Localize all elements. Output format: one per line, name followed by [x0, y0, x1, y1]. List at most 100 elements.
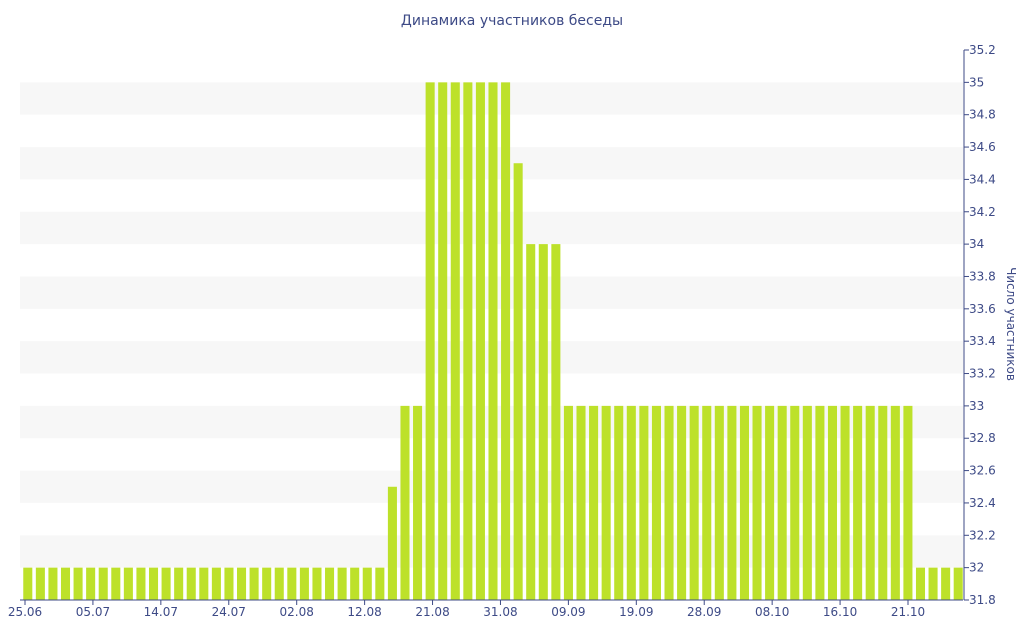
- bar[interactable]: [765, 405, 775, 600]
- bar[interactable]: [123, 567, 133, 600]
- y-tick-label: 34.6: [969, 140, 996, 154]
- chart-title: Динамика участников беседы: [400, 13, 624, 29]
- bar[interactable]: [362, 567, 372, 600]
- bar[interactable]: [488, 82, 498, 600]
- bar[interactable]: [224, 567, 234, 600]
- bars: [23, 82, 963, 600]
- bar[interactable]: [86, 567, 96, 600]
- bar[interactable]: [626, 405, 636, 600]
- bar[interactable]: [199, 567, 209, 600]
- bar[interactable]: [287, 567, 297, 600]
- x-tick-label: 28.09: [687, 605, 721, 619]
- bar[interactable]: [136, 567, 146, 600]
- bar[interactable]: [475, 82, 485, 600]
- bar[interactable]: [513, 163, 523, 600]
- bar[interactable]: [890, 405, 900, 600]
- x-tick-label: 12.08: [347, 605, 381, 619]
- y-tick-label: 32: [969, 561, 984, 575]
- bar[interactable]: [815, 405, 825, 600]
- y-tick-label: 32.4: [969, 496, 996, 510]
- bar[interactable]: [450, 82, 460, 600]
- bar[interactable]: [677, 405, 687, 600]
- bar[interactable]: [827, 405, 838, 600]
- bar[interactable]: [73, 567, 83, 600]
- bar[interactable]: [928, 567, 938, 600]
- bar[interactable]: [400, 405, 410, 600]
- x-tick-label: 21.08: [415, 605, 449, 619]
- bar[interactable]: [664, 405, 674, 600]
- bar[interactable]: [777, 405, 787, 600]
- bar[interactable]: [639, 405, 649, 600]
- bar[interactable]: [589, 405, 599, 600]
- y-tick-label: 33.2: [969, 367, 996, 381]
- bar[interactable]: [915, 567, 926, 600]
- bar[interactable]: [438, 82, 448, 600]
- y-tick-label: 32.2: [969, 528, 996, 542]
- bar[interactable]: [60, 567, 71, 600]
- x-tick-label: 05.07: [76, 605, 110, 619]
- bar[interactable]: [148, 567, 159, 600]
- bar[interactable]: [23, 567, 33, 600]
- bar[interactable]: [387, 486, 397, 600]
- y-tick-label: 35.2: [969, 43, 996, 57]
- x-tick-label: 09.09: [551, 605, 585, 619]
- y-tick-label: 34.2: [969, 205, 996, 219]
- y-tick-label: 32.6: [969, 464, 996, 478]
- bar[interactable]: [350, 567, 360, 600]
- bar[interactable]: [601, 405, 611, 600]
- bar[interactable]: [790, 405, 800, 600]
- x-tick-label: 21.10: [891, 605, 925, 619]
- y-tick-label: 34: [969, 237, 984, 251]
- bar[interactable]: [563, 405, 573, 600]
- bar[interactable]: [941, 567, 951, 600]
- y-tick-label: 34.4: [969, 172, 996, 186]
- bar[interactable]: [752, 405, 762, 600]
- bar[interactable]: [614, 405, 624, 600]
- bar[interactable]: [337, 567, 347, 600]
- bar[interactable]: [186, 567, 196, 600]
- bar[interactable]: [375, 567, 385, 600]
- bar[interactable]: [249, 567, 259, 600]
- bar[interactable]: [878, 405, 888, 600]
- bar[interactable]: [111, 567, 121, 600]
- bar[interactable]: [174, 567, 184, 600]
- bar[interactable]: [312, 567, 322, 600]
- x-tick-label: 25.06: [8, 605, 42, 619]
- bar[interactable]: [262, 567, 272, 600]
- bar[interactable]: [274, 567, 284, 600]
- bar[interactable]: [802, 405, 812, 600]
- y-tick-label: 35: [969, 75, 984, 89]
- bar[interactable]: [48, 567, 58, 600]
- x-tick-label: 19.09: [619, 605, 653, 619]
- bar[interactable]: [739, 405, 749, 600]
- bar[interactable]: [35, 567, 45, 600]
- bar[interactable]: [425, 82, 435, 600]
- y-tick-label: 32.8: [969, 431, 996, 445]
- bar[interactable]: [903, 405, 913, 600]
- bar[interactable]: [853, 405, 863, 600]
- bar[interactable]: [526, 244, 536, 600]
- bar[interactable]: [211, 567, 221, 600]
- bar[interactable]: [325, 567, 335, 600]
- bar[interactable]: [538, 244, 548, 600]
- bar[interactable]: [161, 567, 171, 600]
- bar[interactable]: [651, 405, 661, 600]
- bar[interactable]: [237, 567, 247, 600]
- bar[interactable]: [702, 405, 712, 600]
- bar[interactable]: [865, 405, 875, 600]
- bar[interactable]: [98, 567, 108, 600]
- bar[interactable]: [299, 567, 309, 600]
- bar[interactable]: [714, 405, 724, 600]
- bar[interactable]: [953, 567, 963, 600]
- bar[interactable]: [689, 405, 699, 600]
- bar[interactable]: [576, 405, 586, 600]
- x-axis: 25.06 05.07 14.07 24.07 02.08 12.08 21.08 31.08…: [8, 599, 963, 619]
- y-tick-label: 33.4: [969, 334, 996, 348]
- y-axis-title: Число участников: [1004, 267, 1018, 381]
- bar[interactable]: [463, 82, 473, 600]
- bar[interactable]: [840, 405, 850, 600]
- bar[interactable]: [501, 82, 511, 600]
- bar[interactable]: [727, 405, 737, 600]
- bar[interactable]: [551, 244, 561, 600]
- bar[interactable]: [413, 405, 423, 600]
